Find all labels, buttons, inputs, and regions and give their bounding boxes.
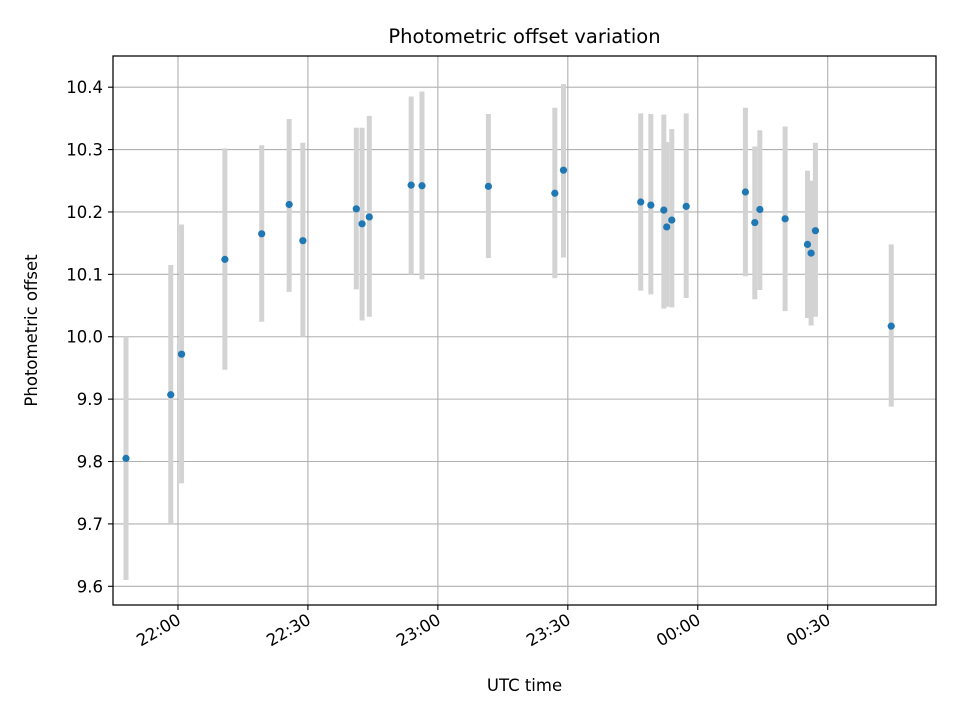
data-point	[352, 205, 360, 213]
data-point	[365, 213, 373, 221]
data-point	[285, 200, 293, 209]
data-point	[177, 350, 186, 358]
chart-title: Photometric offset variation	[388, 25, 660, 48]
y-tick-label: 9.7	[77, 515, 103, 534]
data-point	[358, 220, 366, 228]
data-point	[807, 249, 815, 257]
data-point	[887, 322, 895, 330]
y-tick-label: 9.9	[77, 390, 103, 409]
y-tick-label: 9.6	[77, 577, 103, 596]
data-point	[484, 182, 493, 190]
data-point	[221, 255, 229, 263]
y-axis-label: Photometric offset	[22, 254, 41, 407]
data-point	[803, 240, 812, 249]
data-point	[551, 189, 559, 197]
data-point	[559, 166, 568, 174]
data-point	[668, 216, 676, 224]
x-axis-label: UTC time	[487, 676, 562, 695]
y-tick-label: 10.1	[66, 265, 103, 284]
y-tick-label: 9.8	[77, 453, 103, 472]
data-point	[660, 206, 668, 214]
y-tick-label: 10.3	[66, 141, 103, 160]
y-axis: 9.6 9.7 9.8 9.9 10.0 10.1 10.2 10.3 10.4	[66, 78, 113, 596]
data-point	[299, 237, 307, 245]
plot-frame	[112, 55, 937, 606]
data-point	[756, 205, 764, 214]
data-points	[122, 166, 895, 462]
y-tick-label: 10.4	[66, 78, 103, 97]
data-point	[751, 218, 759, 227]
data-point	[637, 198, 645, 206]
grid	[113, 56, 936, 605]
data-point	[122, 454, 130, 462]
data-point	[682, 202, 690, 210]
data-point	[167, 391, 175, 399]
y-tick-label: 10.2	[66, 203, 103, 222]
data-point	[663, 223, 671, 231]
data-point	[418, 182, 426, 190]
data-point	[407, 181, 415, 189]
data-point	[258, 230, 266, 238]
data-point	[811, 227, 820, 235]
data-point	[647, 201, 655, 209]
y-tick-label: 10.0	[66, 328, 103, 347]
data-point	[781, 215, 789, 223]
data-point	[741, 188, 750, 196]
